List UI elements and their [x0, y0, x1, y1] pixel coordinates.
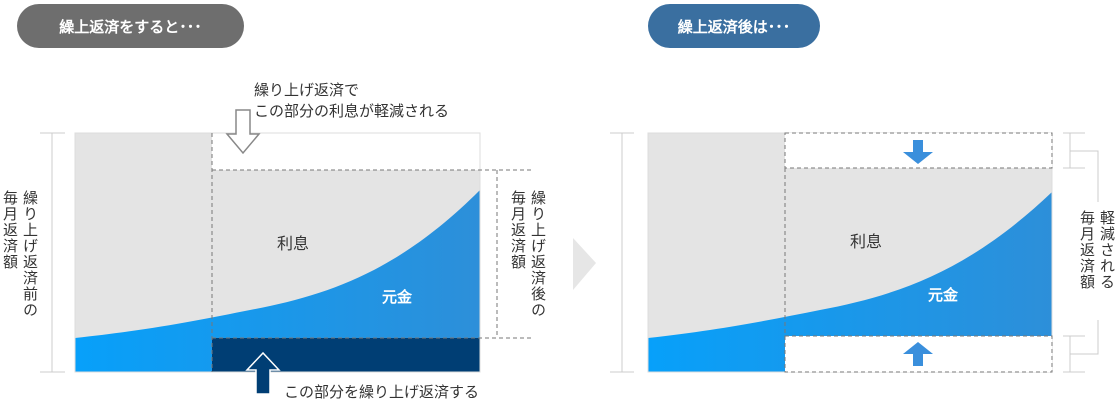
up-arrow-icon-right — [903, 342, 933, 366]
interest-label-right: 利息 — [850, 232, 883, 251]
principal-area-right — [648, 192, 1052, 372]
principal-area — [75, 190, 480, 372]
before-label: 繰り上げ返済前の 毎月返済額 — [1, 190, 39, 318]
down-arrow-icon — [903, 140, 933, 164]
right-badge: 繰上返済後は･･･ — [648, 4, 820, 48]
left-badge: 繰上返済をすると･･･ — [17, 4, 244, 48]
principal-label-left: 元金 — [382, 288, 413, 306]
top-note-line1: 繰り上げ返済で — [254, 81, 360, 99]
up-arrow-icon — [245, 351, 281, 395]
interest-label-left: 利息 — [277, 234, 310, 253]
left-chart — [40, 109, 532, 395]
reduced-label: 軽減される 毎月返済額 — [1078, 210, 1116, 290]
top-note-line2: この部分の利息が軽減される — [254, 102, 450, 120]
after-label: 繰り上げ返済後の 毎月返済額 — [509, 190, 547, 318]
principal-label-right: 元金 — [928, 286, 959, 304]
bottom-note: この部分を繰り上げ返済する — [284, 383, 480, 401]
next-arrow-icon — [573, 238, 596, 290]
right-chart — [610, 132, 1099, 373]
down-arrow-outline-icon — [225, 109, 261, 155]
